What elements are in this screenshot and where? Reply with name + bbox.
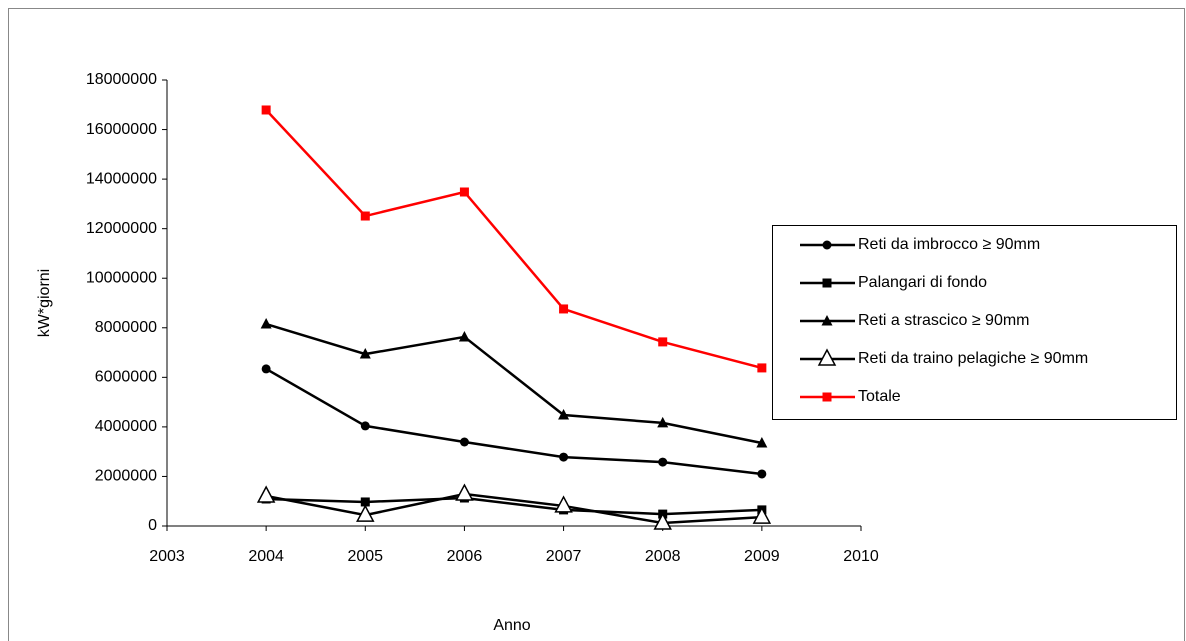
y-tick-label: 6000000 <box>95 369 157 386</box>
marker <box>657 416 669 428</box>
marker <box>359 348 371 359</box>
marker <box>356 504 375 522</box>
x-axis-label: Anno <box>493 617 530 634</box>
marker <box>757 469 767 479</box>
marker <box>554 495 573 513</box>
marker <box>821 315 833 326</box>
marker <box>822 278 832 288</box>
legend-label: Reti da traino pelagiche ≥ 90mm <box>858 350 1088 367</box>
x-tick-label: 2007 <box>546 548 582 565</box>
x-tick-label: 2008 <box>645 548 681 565</box>
y-tick-label: 0 <box>148 517 157 534</box>
marker <box>817 348 837 366</box>
legend-label: Totale <box>858 388 901 405</box>
x-tick-label: 2006 <box>447 548 483 565</box>
x-tick-label: 2010 <box>843 548 879 565</box>
marker <box>822 392 832 402</box>
x-tick-label: 2004 <box>248 548 284 565</box>
marker <box>559 452 569 462</box>
marker <box>458 330 470 342</box>
y-tick-label: 16000000 <box>86 121 157 138</box>
legend-box <box>772 225 1177 420</box>
marker <box>558 408 570 420</box>
marker <box>756 436 768 448</box>
y-tick-label: 18000000 <box>86 71 157 88</box>
y-tick-label: 12000000 <box>86 220 157 237</box>
marker <box>658 457 668 467</box>
x-tick-label: 2009 <box>744 548 780 565</box>
marker <box>752 506 772 524</box>
series-line <box>265 109 763 370</box>
legend-label: Reti a strascico ≥ 90mm <box>858 312 1030 329</box>
marker <box>455 483 474 501</box>
y-tick-label: 8000000 <box>95 319 157 336</box>
marker <box>261 105 271 115</box>
legend-label: Reti da imbrocco ≥ 90mm <box>858 236 1040 253</box>
series-line <box>265 492 762 525</box>
marker <box>559 304 569 314</box>
marker <box>822 240 832 250</box>
marker <box>261 364 271 374</box>
marker <box>256 485 276 503</box>
marker <box>260 318 272 329</box>
marker <box>653 512 672 530</box>
y-tick-label: 10000000 <box>86 269 157 286</box>
series-line <box>266 496 762 516</box>
y-tick-label: 14000000 <box>86 170 157 187</box>
y-tick-label: 4000000 <box>95 418 157 435</box>
marker <box>360 497 370 507</box>
marker <box>658 337 668 347</box>
x-tick-label: 2005 <box>347 548 383 565</box>
marker <box>757 363 767 373</box>
marker <box>459 187 469 197</box>
legend-label: Palangari di fondo <box>858 274 987 291</box>
x-tick-label: 2003 <box>149 548 185 565</box>
marker <box>360 421 370 431</box>
series-line <box>265 367 763 476</box>
marker <box>459 437 469 447</box>
y-tick-label: 2000000 <box>95 468 157 485</box>
marker <box>360 211 370 221</box>
series-line <box>265 322 763 445</box>
y-axis-label: kW*giorni <box>36 269 53 337</box>
